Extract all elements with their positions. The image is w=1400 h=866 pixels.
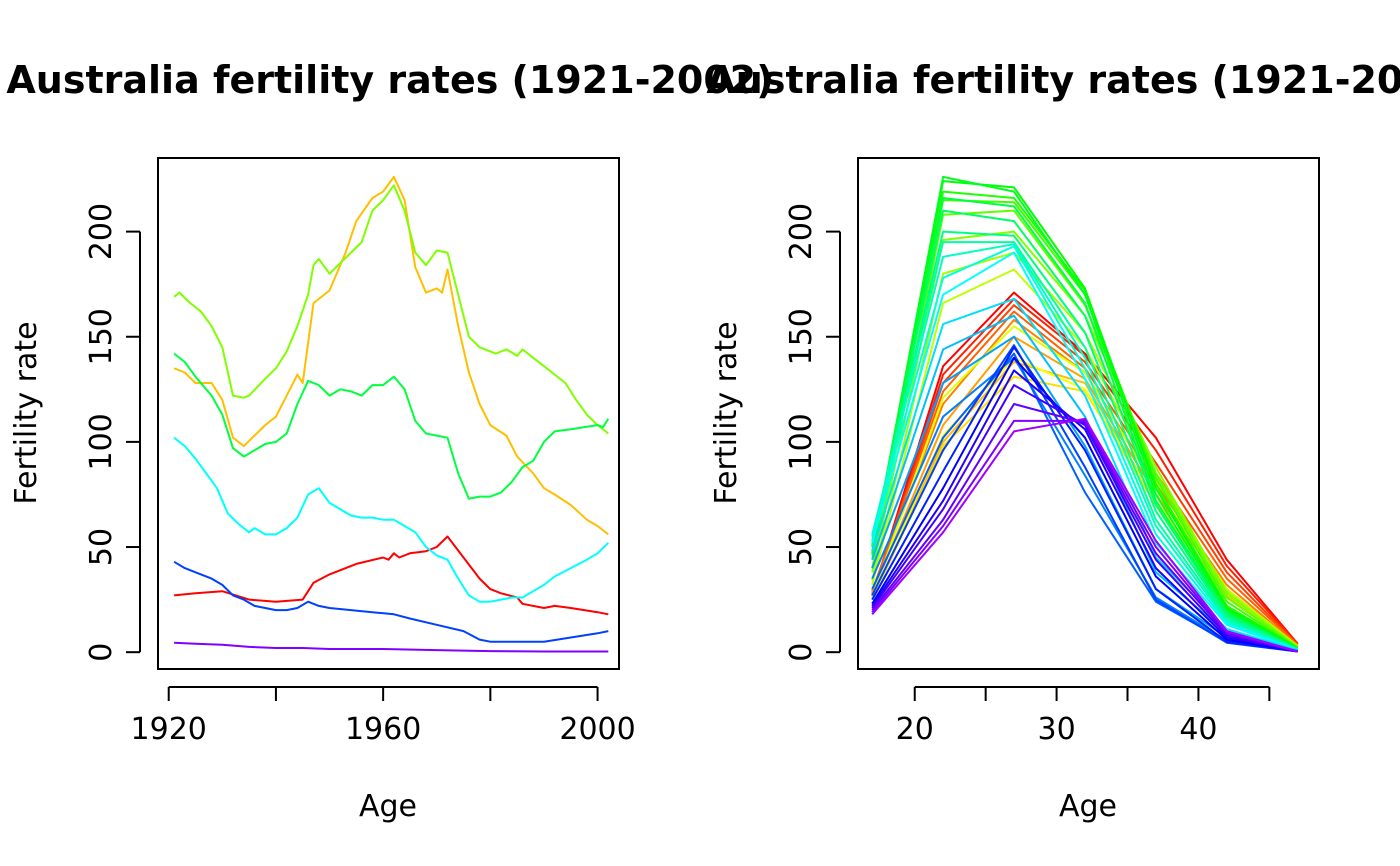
y-tick-label: 0 (784, 643, 819, 662)
chart-panel-age-profiles: Australia fertility rates (1921-2002) Ag… (706, 58, 1400, 824)
series-line (871, 419, 1298, 653)
x-tick-label: 40 (1179, 712, 1217, 747)
series-line (173, 436, 610, 603)
y-tick-label: 200 (84, 203, 119, 260)
series-line (871, 230, 1299, 651)
y-axis-label: Fertility rate (709, 321, 744, 504)
series-line (871, 197, 1299, 650)
chart-title: Australia fertility rates (1921-2002) (706, 58, 1400, 102)
series-line (173, 175, 609, 536)
series-line (173, 352, 610, 500)
x-axis-label: Age (1059, 789, 1117, 824)
series-line (174, 641, 609, 653)
y-axis-label: Fertility rate (9, 321, 44, 504)
chart-title: Australia fertility rates (1921-2002) (6, 58, 773, 102)
y-tick-label: 50 (84, 528, 119, 566)
series-line (173, 184, 609, 435)
x-tick-label: 20 (896, 712, 934, 747)
series-line (871, 361, 1299, 647)
series-line (871, 297, 1299, 645)
y-tick-label: 150 (784, 308, 819, 365)
series-line (871, 243, 1299, 651)
chart-panel-time-series: Australia fertility rates (1921-2002) Ag… (6, 58, 773, 824)
y-tick-label: 0 (84, 643, 119, 662)
series-line (871, 297, 1298, 652)
series-line (871, 175, 1299, 650)
y-tick-label: 150 (84, 308, 119, 365)
series-line (871, 209, 1299, 650)
series-line (174, 535, 609, 616)
series-line (871, 403, 1298, 653)
series-line (871, 245, 1299, 651)
series-line (871, 251, 1299, 652)
y-tick-label: 100 (784, 413, 819, 470)
series-line (871, 346, 1298, 653)
x-axis-label: Age (359, 789, 417, 824)
series-line (871, 417, 1298, 653)
series-line (871, 291, 1299, 645)
series-line (871, 369, 1298, 653)
series-line (871, 356, 1298, 653)
series-line (871, 241, 1299, 651)
x-tick-label: 30 (1037, 712, 1075, 747)
plot-lines (871, 175, 1299, 653)
axes: 1920 1960 2000 0 50 100 150 200 (84, 203, 636, 747)
series-line (871, 384, 1298, 653)
y-tick-label: 100 (84, 413, 119, 470)
x-tick-label: 1960 (345, 712, 421, 747)
x-tick-label: 2000 (559, 712, 635, 747)
plot-frame (857, 157, 1320, 670)
axes: 20 30 40 0 50 100 150 200 (784, 203, 1271, 747)
plot-lines (173, 175, 610, 653)
y-tick-label: 200 (784, 203, 819, 260)
plot-frame (157, 157, 620, 670)
x-tick-label: 1920 (131, 712, 207, 747)
series-line (173, 560, 609, 643)
y-tick-label: 50 (784, 528, 819, 566)
